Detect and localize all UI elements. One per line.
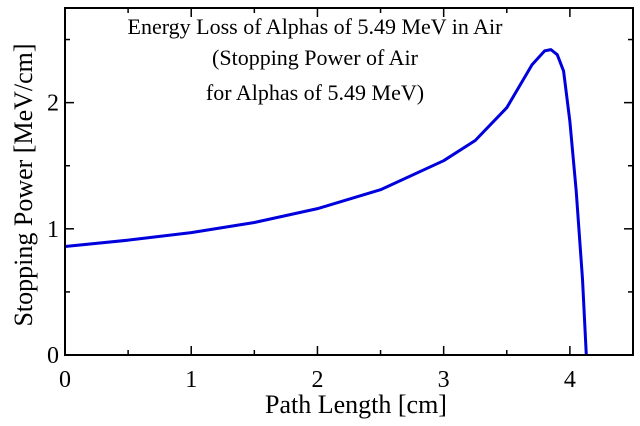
chart-title: (Stopping Power of Air	[212, 45, 419, 70]
x-tick-label: 0	[59, 367, 71, 393]
x-tick-label: 2	[311, 367, 323, 393]
y-tick-label: 0	[47, 343, 59, 369]
x-tick-label: 3	[438, 367, 450, 393]
x-axis-label: Path Length [cm]	[265, 390, 447, 419]
x-tick-label: 4	[564, 367, 576, 393]
y-axis-label: Stopping Power [MeV/cm]	[9, 43, 38, 326]
plot-frame	[64, 7, 634, 356]
chart-title: Energy Loss of Alphas of 5.49 MeV in Air	[128, 14, 504, 39]
x-tick-label: 1	[185, 367, 197, 393]
y-tick-label: 2	[47, 91, 59, 117]
data-line	[64, 48, 588, 356]
chart-title: for Alphas of 5.49 MeV)	[206, 80, 424, 105]
y-tick-label: 1	[47, 217, 59, 243]
